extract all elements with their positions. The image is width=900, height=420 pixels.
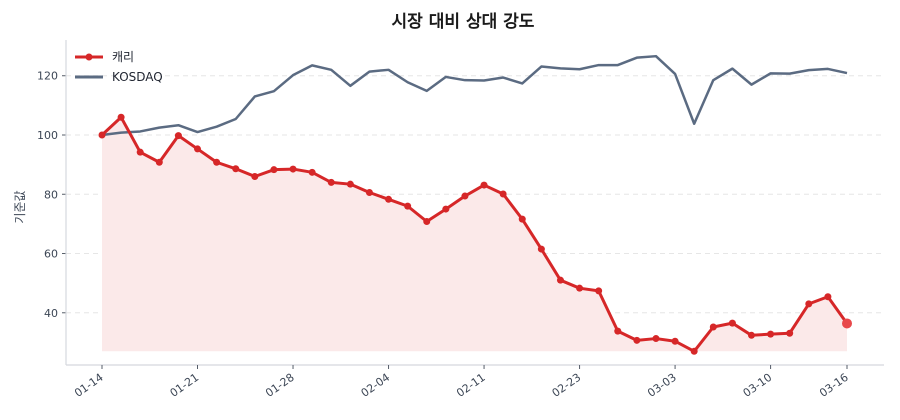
carry-point-marker	[442, 205, 450, 213]
carry-point-marker	[461, 192, 469, 200]
carry-point-marker	[824, 293, 832, 301]
x-tick-label: 03-10	[741, 371, 775, 400]
carry-point-marker	[767, 330, 775, 338]
carry-point-marker	[174, 132, 182, 140]
y-axis-label: 기준값	[13, 190, 27, 223]
carry-point-marker	[786, 329, 794, 337]
x-tick-label: 03-03	[645, 371, 679, 400]
carry-point-marker	[537, 245, 545, 253]
series-fill-area	[102, 117, 847, 352]
series-lines	[98, 54, 852, 355]
carry-point-marker	[308, 168, 316, 176]
carry-point-marker	[652, 335, 660, 343]
x-tick-label: 01-14	[72, 371, 106, 400]
carry-point-marker	[232, 165, 240, 173]
carry-point-marker	[155, 158, 163, 166]
legend-label-carry: 캐리	[112, 50, 134, 64]
carry-point-marker	[728, 319, 736, 327]
x-tick-label: 03-16	[817, 371, 851, 400]
carry-point-marker	[327, 178, 335, 186]
carry-point-marker	[595, 287, 603, 295]
y-tick-label: 80	[44, 188, 58, 201]
carry-point-marker	[194, 145, 202, 153]
legend: 캐리 KOSDAQ	[75, 50, 163, 84]
carry-point-marker	[117, 113, 125, 121]
carry-point-marker	[747, 331, 755, 339]
carry-point-marker	[365, 188, 373, 196]
carry-line	[100, 115, 849, 353]
carry-point-marker	[136, 148, 144, 156]
y-tick-label: 40	[44, 307, 58, 320]
x-tick-label: 02-11	[454, 371, 488, 400]
carry-point-marker	[346, 180, 354, 188]
carry-last-point-marker	[842, 318, 852, 329]
x-tick-label: 02-23	[550, 371, 584, 400]
carry-point-marker	[213, 158, 221, 166]
carry-point-marker	[576, 284, 584, 292]
legend-carry-marker-icon	[85, 53, 93, 61]
carry-point-marker	[480, 181, 488, 189]
kosdaq-line	[101, 54, 848, 137]
carry-point-marker	[709, 323, 717, 331]
carry-point-marker	[805, 300, 813, 308]
y-tick-label: 120	[37, 70, 58, 83]
carry-point-marker	[690, 347, 698, 355]
carry-point-marker	[499, 190, 507, 198]
carry-point-marker	[289, 165, 297, 173]
carry-point-marker	[633, 336, 641, 344]
y-tick-label: 100	[37, 129, 58, 142]
carry-point-marker	[556, 276, 564, 284]
carry-point-marker	[385, 195, 393, 203]
carry-point-marker	[423, 218, 431, 226]
carry-point-marker	[270, 166, 278, 174]
carry-point-marker	[614, 327, 622, 335]
carry-point-marker	[404, 202, 412, 210]
legend-label-kosdaq: KOSDAQ	[112, 70, 163, 84]
carry-fill-area	[102, 117, 847, 352]
carry-point-marker	[98, 131, 106, 139]
x-tick-label: 01-28	[263, 371, 297, 400]
carry-point-marker	[518, 215, 526, 223]
carry-point-marker	[251, 172, 259, 180]
x-tick-label: 01-21	[168, 371, 202, 400]
chart-title: 시장 대비 상대 강도	[392, 12, 535, 32]
x-tick-label: 02-04	[359, 371, 393, 400]
carry-point-marker	[671, 337, 679, 345]
y-tick-label: 60	[44, 248, 58, 261]
